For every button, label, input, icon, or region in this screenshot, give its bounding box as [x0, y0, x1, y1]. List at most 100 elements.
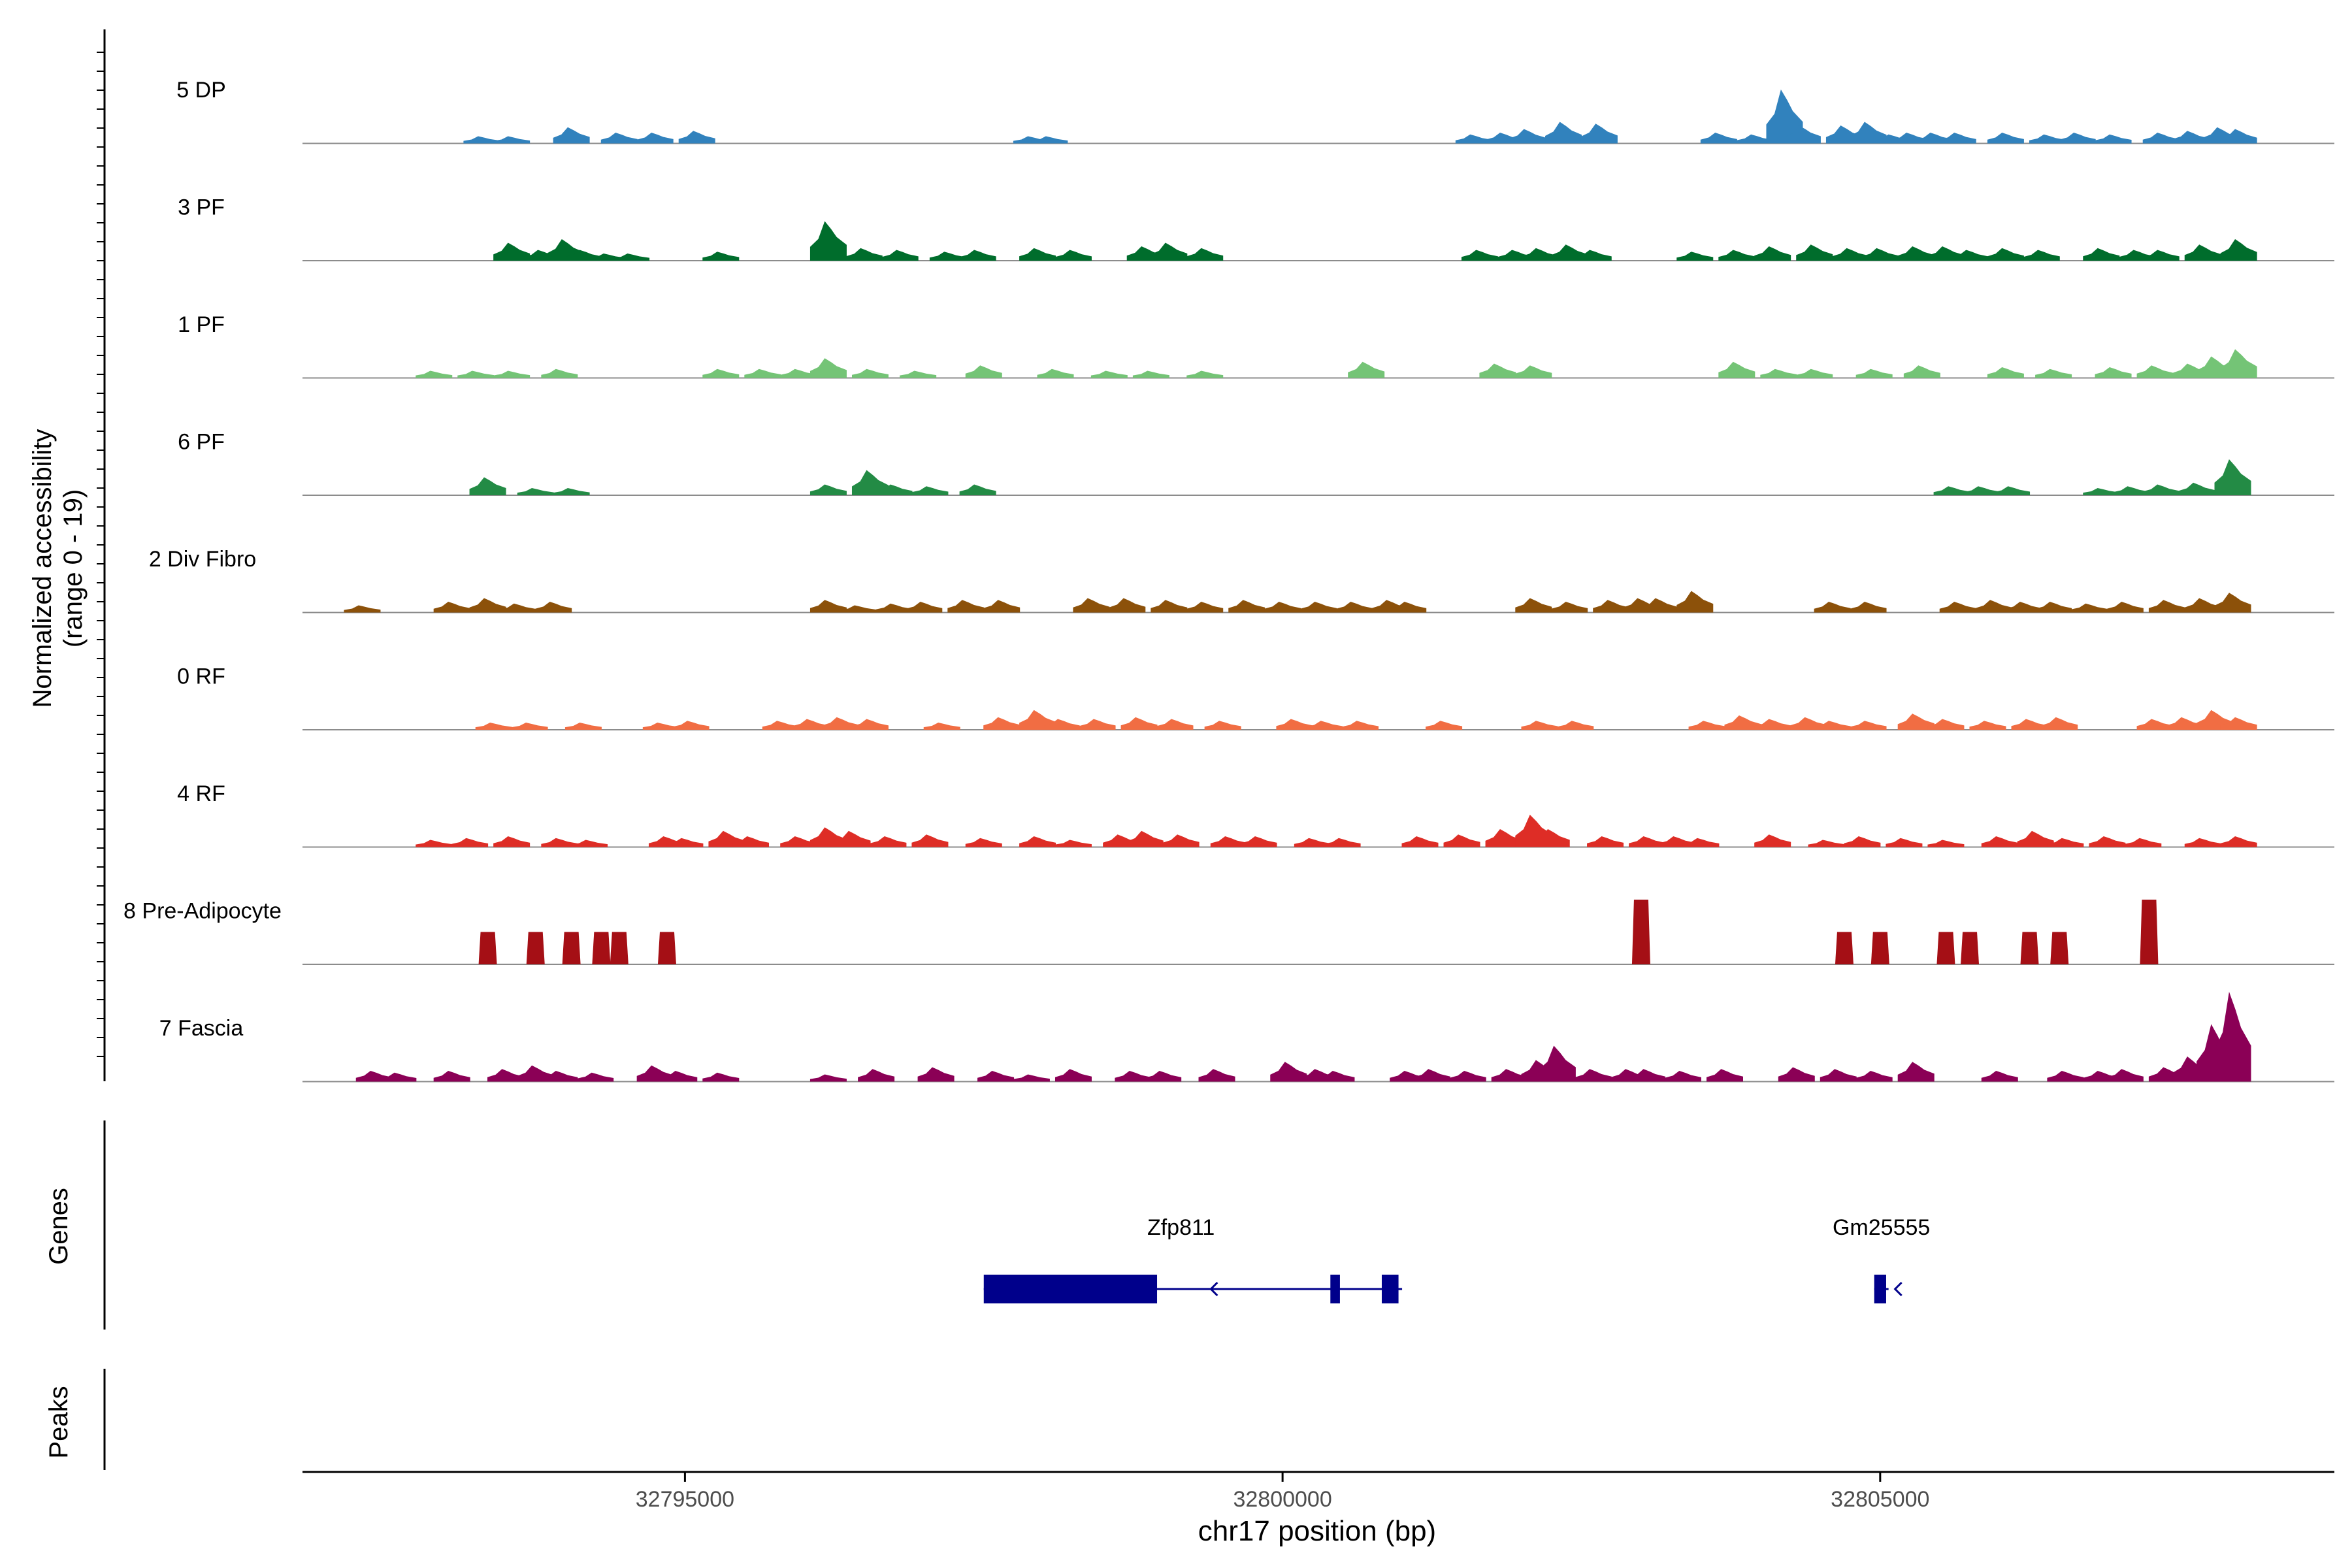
track-1: 5 DP: [176, 78, 2334, 144]
coverage-ylabel-line1: Normalized accessibility: [28, 429, 57, 708]
track-label: 3 PF: [178, 195, 225, 220]
coverage-peak: [1850, 602, 1887, 613]
coverage-peak: [2083, 488, 2120, 495]
track-2: 3 PF: [178, 195, 2334, 261]
coverage-peak: [1718, 250, 1756, 261]
coverage-peak: [1736, 134, 1773, 144]
coverage-peak: [344, 605, 381, 613]
coverage-peak: [2023, 250, 2060, 261]
track-label: 1 PF: [178, 312, 225, 337]
coverage-peak: [1832, 248, 1869, 261]
coverage-peak: [2113, 486, 2149, 495]
coverage-peak: [1629, 1069, 1666, 1082]
coverage-peak: [2017, 830, 2054, 847]
coverage-peak: [613, 253, 650, 261]
coverage-peak: [1897, 246, 1935, 261]
coverage-peak: [1342, 721, 1379, 730]
coverage-peak: [809, 221, 847, 261]
coverage-peak: [1037, 368, 1074, 378]
coverage-peak: [380, 1072, 417, 1082]
coverage-peak: [1019, 836, 1056, 847]
coverage-peak: [2220, 129, 2257, 144]
coverage-peak: [1426, 721, 1463, 730]
coverage-peak: [1479, 363, 1516, 378]
coverage-peak: [1054, 1069, 1092, 1082]
coverage-peak: [809, 1074, 847, 1082]
coverage-peak: [1796, 244, 1833, 261]
coverage-peak: [463, 136, 500, 144]
coverage-peak: [2214, 992, 2251, 1082]
coverage-peak: [2140, 900, 2159, 964]
coverage-peak: [744, 368, 781, 378]
coverage-peak: [983, 717, 1021, 730]
coverage-peak: [875, 484, 913, 495]
coverage-peak: [1186, 602, 1224, 613]
coverage-peak: [2142, 484, 2180, 495]
coverage-peak: [1575, 250, 1612, 261]
gene-annotation-track: Zfp811 Gm25555: [983, 1215, 1930, 1303]
coverage-peak: [809, 484, 847, 495]
coverage-peak: [2035, 602, 2072, 613]
coverage-peak: [541, 838, 578, 847]
coverage-peak: [1897, 1062, 1935, 1082]
coverage-peak: [1151, 600, 1188, 613]
coverage-peak: [1461, 250, 1498, 261]
gene-label: Gm25555: [1833, 1215, 1930, 1240]
track-label: 6 PF: [178, 430, 225, 455]
coverage-peak: [2083, 248, 2120, 261]
coverage-peak: [851, 368, 889, 378]
coverage-peak: [809, 600, 847, 613]
coverage-peak: [1509, 129, 1546, 144]
gene-exon: [1330, 1275, 1340, 1303]
coverage-peak: [2047, 838, 2084, 847]
coverage-peak: [562, 932, 581, 964]
x-tick-label: 32805000: [1831, 1487, 1929, 1512]
coverage-peak: [1963, 486, 2001, 495]
coverage-peak: [1936, 932, 1955, 964]
coverage-peak: [870, 836, 907, 847]
coverage-peak: [493, 242, 531, 261]
coverage-peak: [1778, 1067, 1815, 1082]
genes-panel-label: Genes: [44, 1188, 73, 1265]
coverage-peak: [1443, 834, 1480, 847]
track-9: 7 Fascia: [159, 992, 2334, 1083]
coverage-peak: [2214, 459, 2251, 495]
coverage-peak: [1897, 713, 1935, 730]
coverage-peak: [1700, 133, 1737, 144]
coverage-peak: [478, 932, 497, 964]
coverage-peak: [2095, 367, 2132, 378]
coverage-peak: [906, 602, 943, 613]
coverage-peak: [2172, 131, 2210, 144]
coverage-peak: [610, 932, 629, 964]
coverage-peak: [1019, 248, 1056, 261]
coverage-peak: [1593, 600, 1630, 613]
coverage-peak: [1993, 486, 2031, 495]
coverage-peak: [1120, 717, 1158, 730]
coverage-peak: [493, 136, 531, 144]
coverage-peak: [1115, 1071, 1152, 1082]
coverage-peak: [1485, 829, 1522, 847]
coverage-peak: [1664, 1071, 1701, 1082]
coverage-peak: [1927, 719, 1965, 730]
coverage-peak: [1927, 840, 1965, 847]
coverage-peak: [1126, 830, 1164, 847]
coverage-peak: [1861, 248, 1899, 261]
coverage-peak: [1551, 602, 1588, 613]
coverage-peak: [702, 1072, 740, 1082]
coverage-peak: [451, 838, 489, 847]
coverage-peak: [433, 1071, 470, 1082]
coverage-peak: [1145, 1071, 1182, 1082]
coverage-peak: [1390, 602, 1427, 613]
coverage-peak: [1198, 1069, 1235, 1082]
coverage-peak: [657, 932, 676, 964]
coverage-peak: [1820, 1069, 1857, 1082]
coverage-peak: [1961, 932, 1980, 964]
coverage-peak: [1294, 838, 1331, 847]
coverage-peak: [780, 368, 817, 378]
track-label: 4 RF: [177, 781, 225, 806]
coverage-peak: [983, 600, 1021, 613]
track-6: 0 RF: [177, 664, 2334, 730]
coverage-peak: [564, 723, 602, 730]
coverage-peak: [1054, 840, 1092, 847]
coverage-peak: [2041, 717, 2078, 730]
